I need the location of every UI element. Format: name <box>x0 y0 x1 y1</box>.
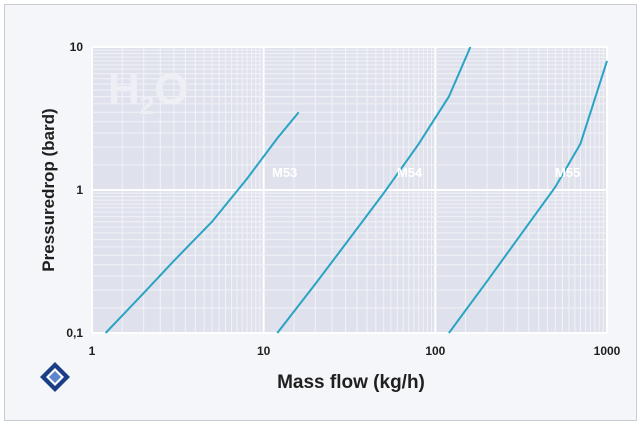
series-label-m55: M55 <box>555 165 580 180</box>
x-tick-label: 1 <box>89 344 96 358</box>
y-axis-label: Pressuredrop (bard) <box>39 108 58 271</box>
grid <box>91 46 608 334</box>
y-tick-label: 0,1 <box>66 326 83 340</box>
y-tick-label: 1 <box>76 183 83 197</box>
series-label-m54: M54 <box>397 165 423 180</box>
series-label-m53: M53 <box>272 165 297 180</box>
series-line-m55 <box>448 60 608 334</box>
series-line-m54 <box>276 46 472 334</box>
series-layer: M53 M54 M55 <box>104 46 608 334</box>
x-tick-label: 1000 <box>594 344 621 358</box>
tick-labels: 1 10 100 1000 0,1 1 10 <box>66 40 620 358</box>
x-tick-label: 10 <box>257 344 271 358</box>
brand-logo-icon <box>40 362 70 392</box>
x-axis-label: Mass flow (kg/h) <box>277 372 425 393</box>
watermark-h2o: H2O <box>108 65 188 120</box>
series-line-m53 <box>104 111 300 334</box>
y-tick-label: 10 <box>70 40 84 54</box>
x-tick-label: 100 <box>425 344 445 358</box>
